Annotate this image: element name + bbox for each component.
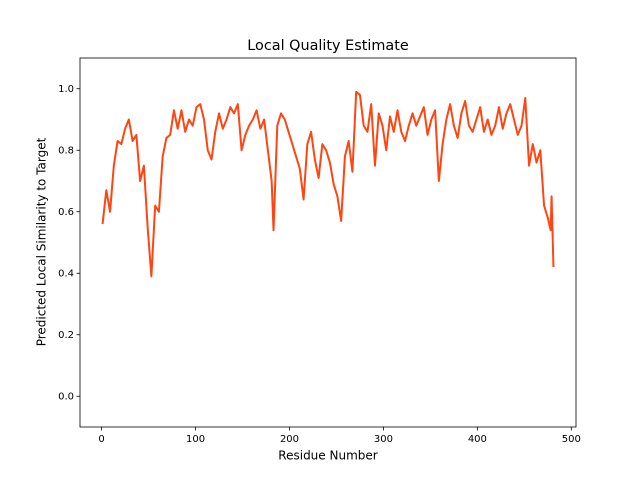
y-tick-label: 0.0	[58, 391, 74, 402]
chart-title: Local Quality Estimate	[247, 38, 409, 54]
y-tick-label: 0.4	[58, 268, 74, 279]
x-axis-label: Residue Number	[278, 449, 377, 463]
x-tick-label: 400	[468, 434, 487, 445]
line-series	[101, 90, 555, 278]
y-tick-label: 0.6	[58, 207, 74, 218]
x-tick-label: 0	[98, 434, 104, 445]
y-tick-label: 0.2	[58, 330, 74, 341]
x-tick-label: 300	[374, 434, 393, 445]
y-axis-label: Predicted Local Similarity to Target	[35, 137, 49, 346]
x-tick-label: 200	[280, 434, 299, 445]
x-tick-label: 500	[562, 434, 581, 445]
y-tick-label: 0.8	[58, 145, 74, 156]
y-tick-label: 1.0	[58, 84, 74, 95]
x-tick-label: 100	[186, 434, 205, 445]
plot-frame	[79, 57, 577, 428]
